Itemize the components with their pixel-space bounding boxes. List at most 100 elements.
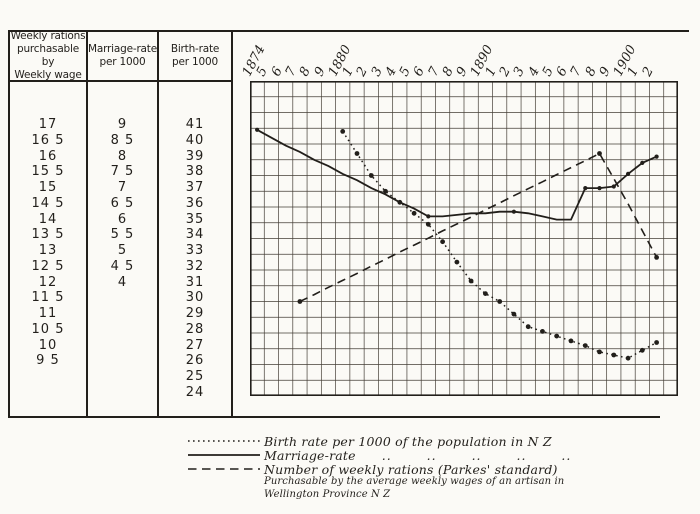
table-value: 16 5 xyxy=(31,132,65,148)
table-value: 38 xyxy=(185,164,205,180)
table-value: 41 xyxy=(185,117,205,132)
table-value: 32 xyxy=(185,258,205,274)
col-header-marriage-rate: Marriage-rate per 1000 xyxy=(88,32,159,80)
table-value: 36 xyxy=(185,195,205,211)
legend-label: Number of weekly rations (Parkes' standa… xyxy=(264,461,558,477)
rations-line xyxy=(299,152,658,303)
table-value: 5 5 xyxy=(110,227,135,243)
marriage-rate-line-marker xyxy=(583,186,588,191)
table-value: 7 5 xyxy=(110,164,135,180)
rations-line-marker xyxy=(597,151,602,156)
table-body: 17 16 5 16 15 5 15 14 5 14 13 5 13 12 5 12 11 5 11 10… xyxy=(10,82,231,416)
table-value: 37 xyxy=(185,180,205,195)
birth-rate-line-marker xyxy=(340,129,346,134)
birth-rate-line-marker xyxy=(497,299,503,304)
table-value: 15 xyxy=(38,180,58,195)
legend-label: Marriage-rate xyxy=(264,447,356,463)
birth-rate-line-marker xyxy=(597,349,602,355)
legend-row-dotted: Birth rate per 1000 of the population in… xyxy=(186,433,552,449)
year-axis: 1874 5 6 7 8 9 1880 1 2 3 4 5 6 7 8 9 1890 1 2 3 4 5 6 7 8 9 1900 1… xyxy=(240,0,678,81)
table-value: 6 5 xyxy=(110,195,135,211)
table-value: 14 xyxy=(38,211,58,227)
marriage-rate-line-marker xyxy=(654,154,659,159)
table-value: 4 xyxy=(117,274,128,290)
marriage-rate-line-marker xyxy=(611,184,616,189)
legend-row-dashed: Number of weekly rations (Parkes' standa… xyxy=(186,461,558,477)
table-value: 4 5 xyxy=(110,258,135,274)
birth-rate-line-marker xyxy=(468,278,474,284)
table-value: 34 xyxy=(185,227,205,243)
birth-rate-line-marker xyxy=(554,333,560,339)
table-value: 31 xyxy=(185,274,205,290)
table-value: 11 xyxy=(38,306,58,321)
birth-rate-line-marker xyxy=(611,352,617,358)
table-value: 8 xyxy=(117,148,128,164)
birth-rate-line-marker xyxy=(368,173,374,178)
table-value: 12 xyxy=(38,274,58,290)
rations-line-marker xyxy=(297,299,303,304)
table-value: 15 5 xyxy=(31,164,65,180)
marriage-rate-line-marker xyxy=(511,209,516,214)
legend-footnote-line: Purchasable by the average weekly wages … xyxy=(264,476,565,487)
table-value: 24 xyxy=(185,384,205,400)
table-value: 35 xyxy=(185,211,205,227)
top-rule xyxy=(8,30,689,32)
legend-label: Birth rate per 1000 of the population in… xyxy=(264,433,552,449)
table-value: 8 5 xyxy=(110,132,135,148)
marriage-rate-line-marker xyxy=(640,160,645,165)
table-value: 12 5 xyxy=(31,258,65,274)
table-value: 33 xyxy=(185,243,205,258)
legend-dotted-sample xyxy=(188,440,260,442)
birth-rate-line-marker xyxy=(454,259,460,265)
birth-rate-line-marker xyxy=(582,343,588,348)
bottom-rule xyxy=(8,416,660,418)
legend-ditto-marks: .. .. .. .. .. xyxy=(381,447,572,463)
table-value: 29 xyxy=(185,306,205,321)
birth-rate-line-marker xyxy=(625,355,631,361)
table-value: 10 xyxy=(38,337,58,353)
legend-footnote-line: Wellington Province N Z xyxy=(264,489,391,500)
table-value: 5 xyxy=(117,243,128,258)
birth-rate-line-marker xyxy=(425,221,431,227)
weekly-rations-values: 17 16 5 16 15 5 15 14 5 14 13 5 13 12 5 12 11 5 11 10… xyxy=(10,82,88,416)
birth-rate-line-marker xyxy=(483,291,488,296)
marriage-rate-line-marker xyxy=(597,186,602,191)
table-value: 11 5 xyxy=(31,290,65,306)
rations-table: Weekly rations purchasable by Weekly wag… xyxy=(8,30,233,418)
table-value: 40 xyxy=(185,132,205,148)
birth-rate-line-marker xyxy=(525,324,531,330)
legend-row-solid: Marriage-rate .. .. .. .. .. xyxy=(186,447,572,463)
col-header-weekly-rations: Weekly rations purchasable by Weekly wag… xyxy=(10,30,88,81)
birth-rate-values: 41 40 39 38 37 36 35 34 33 32 31 30 29 28 27 26 25 24 xyxy=(159,82,231,416)
table-value: 14 5 xyxy=(31,195,65,211)
col-header-birth-rate: Birth-rate per 1000 xyxy=(170,43,220,68)
legend-solid-sample xyxy=(188,454,260,456)
birth-rate-line-marker xyxy=(511,311,517,317)
table-value: 13 xyxy=(38,243,58,258)
birth-rate-line-marker xyxy=(383,188,388,194)
marriage-rate-line-marker xyxy=(255,127,260,132)
marriage-rate-line-marker xyxy=(426,214,431,219)
table-value: 16 xyxy=(38,148,58,164)
birth-rate-line-marker xyxy=(411,210,417,216)
table-value: 17 xyxy=(38,117,58,132)
table-value: 25 xyxy=(185,369,205,384)
table-value: 27 xyxy=(185,337,205,353)
birth-rate-line-marker xyxy=(440,239,445,245)
marriage-rate-line-marker xyxy=(626,171,631,176)
birth-rate-line-marker xyxy=(354,151,360,156)
birth-rate-line-marker xyxy=(568,338,574,344)
table-value: 6 xyxy=(117,211,128,227)
table-value: 13 5 xyxy=(31,227,65,243)
table-value: 10 5 xyxy=(31,321,65,337)
table-value: 26 xyxy=(185,353,205,369)
marriage-rate-line xyxy=(256,129,657,221)
table-value: 28 xyxy=(185,321,205,337)
table-value: 9 5 xyxy=(36,353,60,369)
birth-rate-line-marker xyxy=(540,329,545,334)
rations-line-marker xyxy=(654,255,659,260)
table-value: 9 xyxy=(117,117,128,132)
grid-border xyxy=(250,81,678,396)
